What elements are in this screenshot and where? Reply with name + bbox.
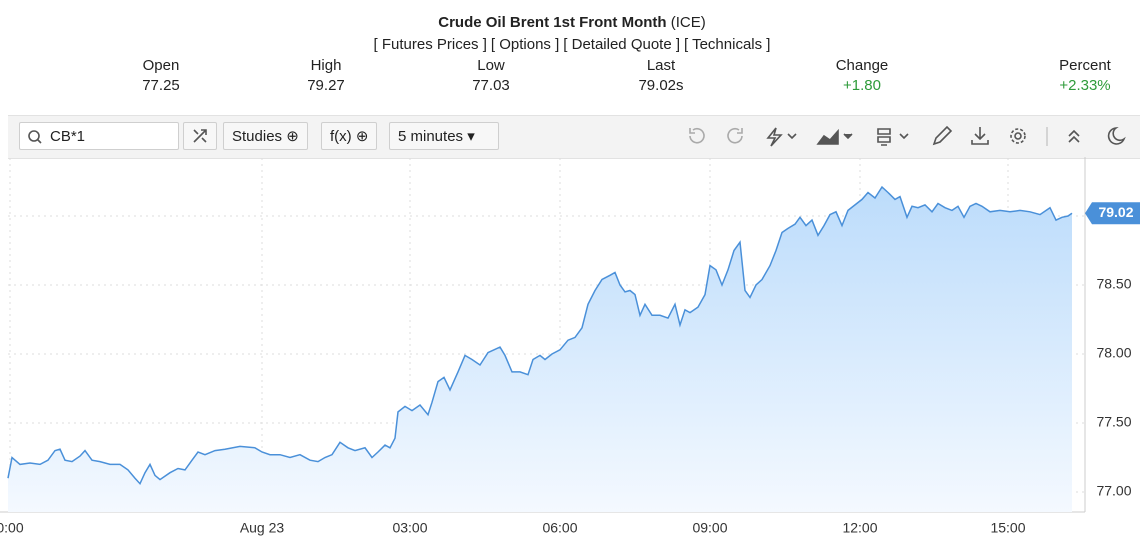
interval-label: 5 minutes (398, 128, 464, 145)
quote-label: Open (142, 57, 180, 74)
quote-label: Low (477, 57, 505, 74)
quote-label: Last (646, 57, 676, 74)
quote-field: Low 77.03 (421, 56, 561, 96)
quote-label: High (310, 57, 342, 74)
collapse-icon[interactable] (1068, 129, 1080, 143)
line (7, 185, 1073, 486)
redo-icon[interactable] (727, 127, 743, 144)
quote-link[interactable]: [ Detailed Quote ] (563, 36, 681, 53)
pen-icon[interactable] (932, 125, 953, 146)
x-tick-label: 0:00 (0, 520, 24, 536)
toolbar: CB*1 Studies ⊕ f(x) ⊕ 5 minutes ▾ (8, 115, 1140, 159)
toolbar-icons (28, 125, 1126, 147)
quote-value: 79.27 (307, 77, 345, 94)
y-tick-label: 77.50 (1096, 414, 1131, 430)
undo-icon[interactable] (689, 127, 705, 144)
quote-label: Change (835, 57, 889, 74)
x-tick-label: 03:00 (392, 520, 427, 536)
fx-button[interactable]: f(x) ⊕ (321, 122, 378, 150)
studies-button[interactable]: Studies ⊕ (223, 122, 308, 150)
x-tick-label: 09:00 (692, 520, 727, 536)
quote-value: 77.25 (142, 77, 180, 94)
quote-field: Change +1.80 (792, 56, 932, 96)
studies-label: Studies (232, 128, 283, 145)
area (8, 187, 1072, 512)
x-tick-label: 06:00 (542, 520, 577, 536)
compare-icon (193, 129, 207, 143)
symbol-search[interactable]: CB*1 (19, 122, 179, 150)
quote-value: 77.03 (472, 77, 510, 94)
title-row: Crude Oil Brent 1st Front Month (ICE) (0, 14, 1144, 31)
last-price-label: 79.02 (1098, 204, 1133, 220)
settings-icon[interactable] (1010, 128, 1026, 144)
y-tick-label: 78.50 (1096, 276, 1131, 292)
exchange: (ICE) (670, 14, 706, 31)
y-tick-label: 78.00 (1096, 345, 1131, 361)
x-tick-label: 12:00 (842, 520, 877, 536)
search-icon (28, 130, 40, 142)
last-price-tag (1085, 202, 1140, 225)
fx-label: f(x) (330, 128, 352, 145)
quote-link[interactable]: [ Technicals ] (684, 36, 771, 53)
y-tick-label: 77.00 (1096, 483, 1131, 499)
theme-icon[interactable] (1107, 126, 1126, 145)
quote-field: Open 77.25 (91, 56, 231, 96)
quote-value: 79.02s (638, 77, 684, 94)
title: Crude Oil Brent 1st Front Month (438, 14, 667, 31)
x-tick-label: Aug 23 (240, 520, 285, 536)
quote-link[interactable]: [ Options ] (490, 36, 560, 53)
quote-label: Percent (1059, 57, 1111, 74)
download-icon[interactable] (971, 127, 989, 145)
quote-value: +2.33% (1059, 77, 1111, 94)
links: [ Futures Prices ][ Options ][ Detailed … (0, 36, 1144, 53)
chart-type-icon[interactable] (816, 128, 853, 145)
interval-select[interactable]: 5 minutes ▾ (389, 122, 499, 150)
settings-icon[interactable] (1014, 132, 1022, 140)
search-icon (37, 139, 42, 144)
quote-field: Last 79.02s (591, 56, 731, 96)
quote-link[interactable]: [ Futures Prices ] (373, 36, 487, 53)
quote-value: +1.80 (843, 77, 881, 94)
x-tick-label: 15:00 (990, 520, 1025, 536)
quote-field: High 79.27 (256, 56, 396, 96)
draw-tools-icon[interactable] (766, 127, 797, 147)
quote-field: Percent +2.33% (1015, 56, 1144, 96)
layout-icon[interactable] (877, 128, 909, 146)
